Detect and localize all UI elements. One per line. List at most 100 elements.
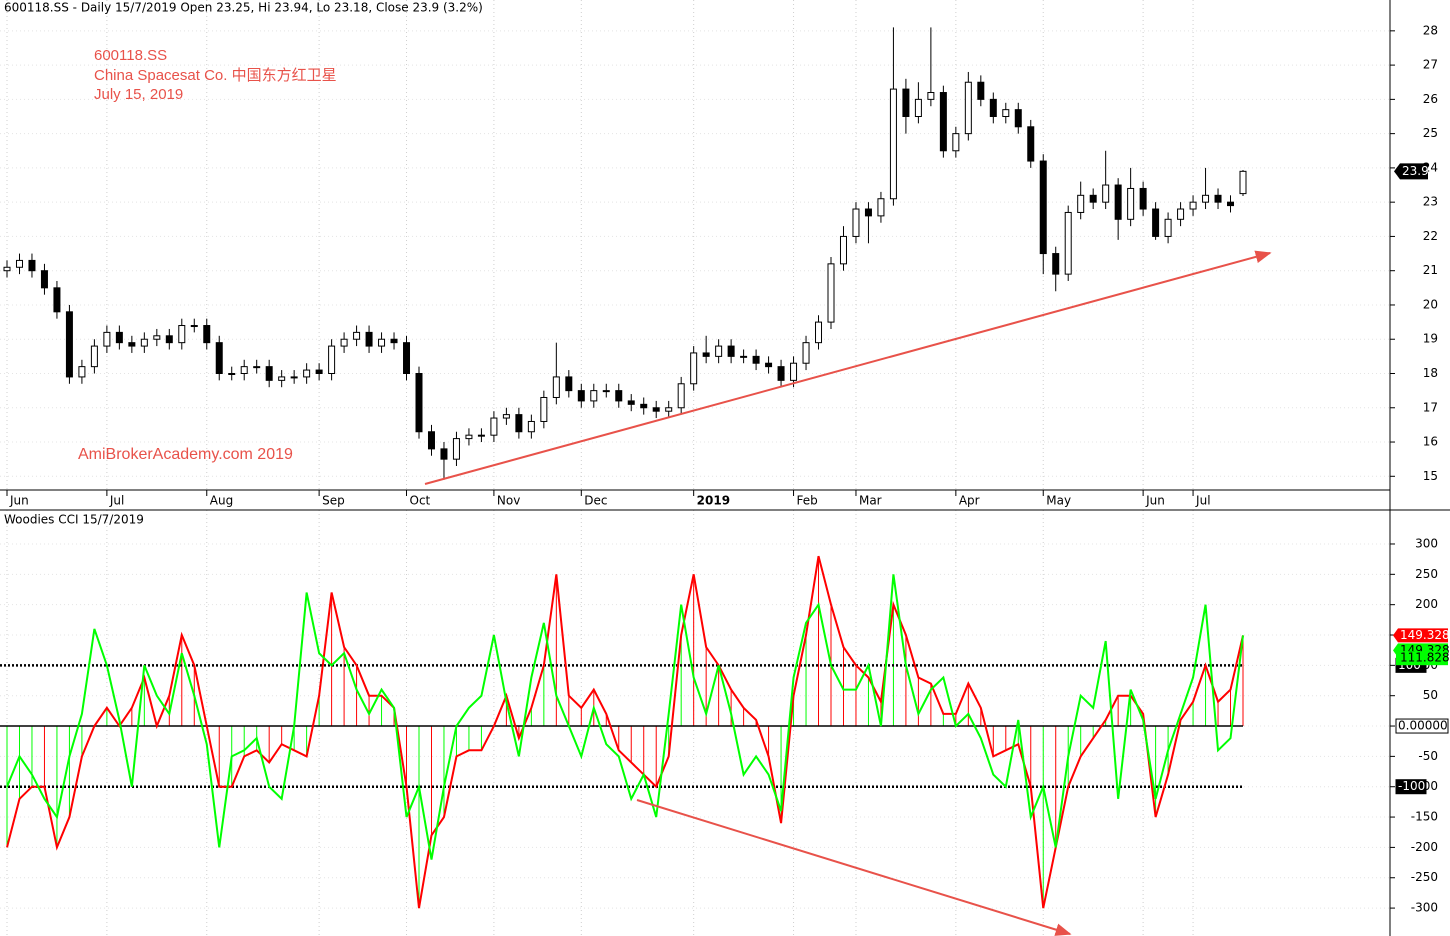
candle-body <box>1214 194 1222 203</box>
candle-body <box>1127 187 1135 220</box>
candle-body <box>452 438 460 460</box>
candle-body <box>1014 109 1022 128</box>
candle-body <box>927 92 935 100</box>
candle-body <box>627 400 635 405</box>
candle-body <box>403 342 411 374</box>
candle-body <box>1189 201 1197 210</box>
candle-body <box>939 92 947 152</box>
candle-body <box>752 355 760 364</box>
y-tick-label: -250 <box>1411 870 1438 884</box>
grid <box>0 0 1390 936</box>
panel-title: Woodies CCI 15/7/2019 <box>4 513 144 527</box>
y-tick-label: 16 <box>1423 435 1438 449</box>
marker-box <box>1396 651 1448 666</box>
x-tick-label: Jul <box>109 494 124 508</box>
candle-body <box>665 407 673 412</box>
x-tick-label: Jun <box>1145 494 1165 508</box>
annotation: 600118.SS <box>94 47 167 64</box>
candle-body <box>1039 160 1047 255</box>
candle-body <box>103 331 111 347</box>
candle-body <box>427 431 435 450</box>
candle-body <box>465 434 473 440</box>
x-tick-label: Dec <box>584 494 607 508</box>
level-label: -100 <box>1398 779 1425 793</box>
candle-body <box>328 345 336 374</box>
candle-body <box>889 88 897 200</box>
price-flag <box>1394 163 1428 180</box>
y-tick-label: 17 <box>1423 400 1438 414</box>
x-tick-label: Aug <box>210 494 233 508</box>
candle-body <box>65 311 73 378</box>
candle-body <box>190 325 198 328</box>
candle-body <box>490 417 498 436</box>
candle-body <box>128 342 136 347</box>
candle-body <box>3 266 11 272</box>
level-box <box>1395 718 1449 734</box>
candle-body <box>552 376 560 398</box>
candle-body <box>914 98 922 118</box>
candle-body <box>28 259 36 272</box>
candle-body <box>415 372 423 433</box>
candle-body <box>515 414 523 433</box>
y-tick-label: 18 <box>1423 366 1438 380</box>
candle-body <box>265 366 273 381</box>
candle-body <box>253 366 261 369</box>
candle-body <box>1239 170 1247 195</box>
candle-body <box>353 331 361 340</box>
x-tick-label: Nov <box>497 494 520 508</box>
candle-body <box>977 81 985 100</box>
candle-body <box>1227 201 1235 207</box>
level-label: 0.00000 <box>1398 719 1448 733</box>
candle-body <box>902 88 910 118</box>
marker-label: 111.828 <box>1400 651 1450 665</box>
y-tick-label: 50 <box>1423 688 1438 702</box>
candle-body <box>1202 194 1210 203</box>
y-tick-label: 27 <box>1423 58 1438 72</box>
candle-body <box>140 338 148 347</box>
candle-body <box>540 396 548 422</box>
candle-body <box>1152 208 1160 237</box>
y-tick-label: 20 <box>1423 297 1438 311</box>
candle-body <box>765 362 773 368</box>
candle-body <box>290 376 298 379</box>
candle-body <box>240 366 248 374</box>
candle-body <box>315 369 323 374</box>
annotation: July 15, 2019 <box>94 86 183 103</box>
x-tick-label: Sep <box>322 494 345 508</box>
candle-body <box>502 414 510 419</box>
chart-title: 600118.SS - Daily 15/7/2019 Open 23.25, … <box>4 1 483 15</box>
candle-body <box>790 362 798 381</box>
candle-body <box>839 235 847 265</box>
y-tick-label: 28 <box>1423 23 1438 37</box>
candle-body <box>815 321 823 344</box>
annotation: China Spacesat Co. 中国东方红卫星 <box>94 67 337 84</box>
y-tick-label: 25 <box>1423 126 1438 140</box>
candle-body <box>864 208 872 217</box>
x-tick-label: Oct <box>410 494 431 508</box>
candle-body <box>964 81 972 135</box>
trend-arrow <box>636 799 1072 936</box>
y-tick-label: 26 <box>1423 92 1438 106</box>
candle-body <box>278 376 286 381</box>
candle-body <box>365 331 373 347</box>
candle-body <box>777 366 785 381</box>
candle-body <box>740 355 748 358</box>
last-value-flag <box>1393 628 1448 643</box>
candle-body <box>178 325 186 344</box>
y-tick-label: -300 <box>1411 901 1438 915</box>
candle-body <box>78 366 86 378</box>
level-box <box>1395 779 1427 795</box>
candle-body <box>1139 187 1147 210</box>
y-tick-label: 23 <box>1423 195 1438 209</box>
y-tick-label: 22 <box>1423 229 1438 243</box>
candle-body <box>727 345 735 357</box>
candle-body <box>852 208 860 237</box>
y-tick-label: -150 <box>1411 810 1438 824</box>
candle-body <box>15 259 23 268</box>
candle-body <box>215 342 223 374</box>
y-tick-label: 21 <box>1423 263 1438 277</box>
candle-body <box>1064 211 1072 275</box>
candle-body <box>1002 109 1010 118</box>
candle-body <box>1164 218 1172 237</box>
